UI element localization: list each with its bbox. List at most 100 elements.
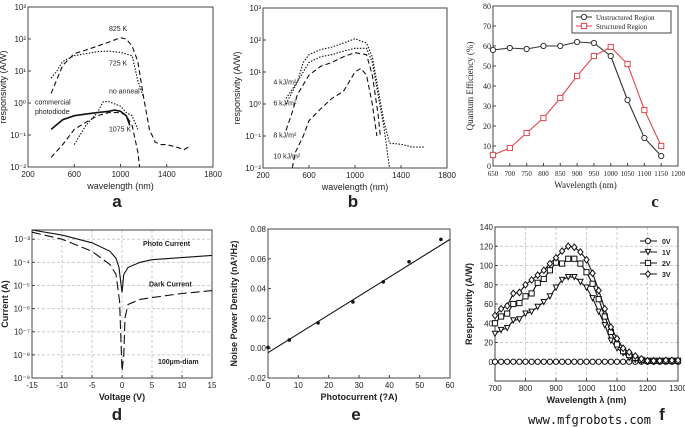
data-point (601, 304, 609, 313)
series-line (50, 37, 191, 151)
data-point (540, 298, 548, 306)
data-point (658, 152, 665, 160)
x-tick-label: 900 (572, 170, 583, 178)
series-structured-region (489, 43, 665, 159)
series-line (50, 112, 141, 168)
data-point (607, 358, 615, 365)
data-point (497, 326, 505, 334)
y-tick-label: 40 (484, 319, 493, 328)
x-axis-label: Voltage (V) (99, 392, 145, 402)
series-unstructured-region (489, 38, 665, 160)
data-point (607, 323, 615, 332)
x-tick-label: 1800 (204, 170, 222, 179)
data-point (558, 276, 566, 284)
annotation: 100µm-diam (158, 359, 199, 366)
data-point (589, 295, 597, 302)
data-point (522, 293, 529, 300)
series-line (267, 238, 451, 354)
y-tick-label: 10² (14, 35, 26, 44)
x-tick-label: 750 (521, 170, 532, 178)
series-4-kj-m- (285, 38, 424, 148)
data-point (546, 259, 554, 268)
series-1075-k (50, 112, 141, 168)
data-point (565, 255, 572, 262)
x-tick-label: 600 (302, 171, 316, 180)
y-axis-label: responsivity (A/W) (0, 50, 8, 123)
data-point (540, 42, 547, 50)
panel-letter: a (112, 192, 122, 211)
y-tick-label: 0.00 (250, 344, 266, 353)
y-tick-label: 20 (484, 339, 493, 348)
data-point (407, 259, 411, 264)
chart-panel-e: 0 10 20 30 40 50 60 -0.02 0.00 0.02 0.04 0.06 0.08 Ph… (229, 225, 455, 424)
data-point (559, 260, 566, 267)
x-tick-label: 30 (355, 381, 364, 390)
annotation: Photo Current (143, 241, 191, 248)
y-tick-label: 10⁻⁴ (13, 258, 30, 267)
data-point (540, 114, 547, 122)
data-point (624, 60, 631, 68)
y-tick-label: 140 (480, 223, 494, 232)
y-axis-label: Noise Power Density (nA²/Hz) (229, 240, 239, 366)
chart-panel-a: 200 600 1000 1400 1800 10⁻² 10⁻¹ 10⁰ 10¹ 10² 10³ wa… (0, 3, 222, 211)
data-point (498, 313, 505, 320)
data-point (534, 358, 541, 365)
chart-panel-d: -15 -10 -5 0 5 10 15 10⁻⁹ 10⁻⁸ 10⁻⁷ 10⁻⁶ 10⁻⁵ 10⁻⁴ 10… (0, 229, 217, 424)
data-point (528, 275, 535, 284)
y-tick-label: 100 (480, 262, 494, 271)
legend-marker (644, 259, 652, 267)
x-axis-label: Photocurrent (?A) (321, 392, 398, 402)
series-8-kj-m- (285, 52, 381, 137)
legend-marker (580, 22, 588, 30)
series-10-kj-m- (291, 67, 378, 169)
y-tick-label: 10² (249, 36, 261, 45)
chart-panel-b: 200 600 1000 1400 1800 10⁻² 10⁻¹ 10⁰ 10¹ 10² 10³ wa… (232, 4, 456, 211)
y-tick-label: 10⁻¹ (10, 131, 26, 140)
y-tick-label: 10⁻³ (14, 235, 30, 244)
legend-label: 3V (662, 272, 671, 279)
x-tick-label: 1000 (112, 170, 130, 179)
data-point (595, 358, 602, 365)
x-tick-label: 1100 (637, 170, 651, 178)
y-tick-label: 60 (484, 300, 493, 309)
y-tick-label: 80 (483, 2, 491, 11)
y-tick-label: 0 (489, 358, 494, 367)
annotation: 8 kJ/m² (273, 132, 297, 139)
x-tick-label: 1200 (639, 384, 657, 393)
annotation: 725 K (109, 60, 128, 67)
data-point (491, 320, 499, 327)
data-point (576, 278, 584, 286)
data-point (658, 142, 665, 150)
y-tick-label: 10⁻² (245, 164, 261, 173)
y-tick-label: 0.02 (250, 314, 266, 323)
data-point (583, 255, 590, 264)
data-point (540, 266, 548, 275)
data-point (534, 279, 541, 286)
series-commercial-photodiode (50, 109, 131, 131)
data-point (552, 253, 560, 262)
data-point (503, 301, 511, 310)
series-dark-current (31, 231, 213, 372)
x-tick-label: 5 (150, 381, 155, 390)
x-axis-label: wavelength (nm) (321, 182, 389, 192)
data-point (522, 310, 529, 318)
y-axis-label: Responsivity (A/W) (464, 263, 474, 345)
annotation: commercial (35, 99, 71, 106)
y-tick-label: 10¹ (249, 68, 261, 77)
data-point (523, 45, 530, 53)
data-point (516, 358, 523, 365)
y-tick-label: 0.08 (250, 225, 266, 234)
x-tick-label: -15 (26, 381, 38, 390)
annotation: Dark Current (149, 282, 192, 289)
annotation: no anneal (109, 88, 140, 95)
legend-label: 1V (662, 250, 671, 257)
data-point (583, 284, 590, 292)
legend-marker (644, 248, 652, 256)
series-line (285, 47, 391, 169)
y-tick-label: 20 (483, 122, 491, 131)
data-point (491, 358, 499, 365)
legend-label: 0V (662, 239, 671, 246)
x-tick-label: 1400 (392, 171, 410, 180)
y-tick-label: -0.02 (248, 374, 267, 383)
